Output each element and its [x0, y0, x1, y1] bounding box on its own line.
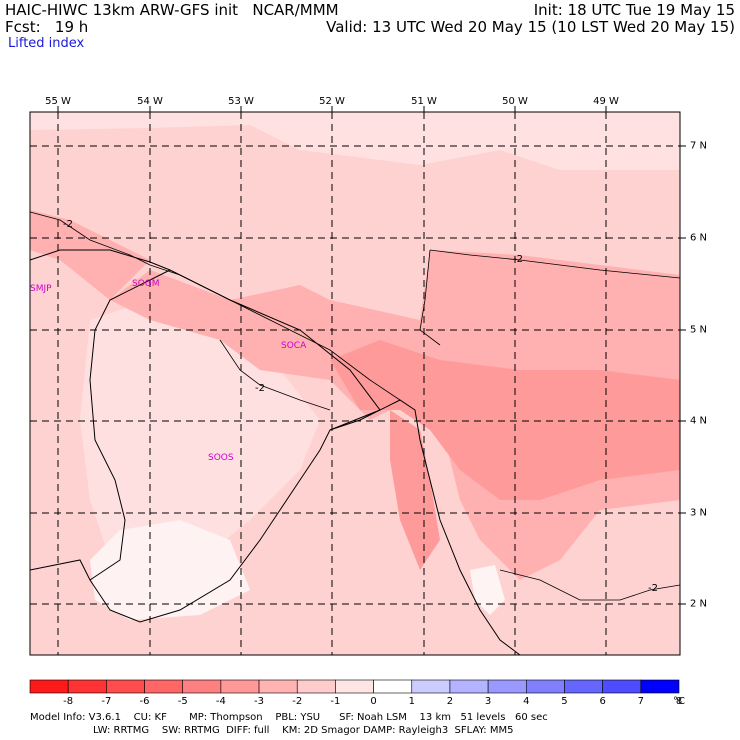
colorbar-swatch	[525, 679, 565, 694]
coastline	[29, 249, 381, 623]
lat-label: 6 N	[690, 232, 708, 244]
colorbar-unit: °C	[673, 696, 685, 707]
station-label-soca: SOCA	[281, 341, 307, 351]
colorbar-tick-label: -3	[254, 696, 265, 707]
model-info-line2: LW: RRTMG SW: RRTMG DIFF: full KM: 2D Sm…	[93, 725, 514, 736]
model-info-line1: Model Info: V3.6.1 CU: KF MP: Thompson P…	[30, 712, 548, 723]
valid-time: Valid: 13 UTC Wed 20 May 15 (10 LST Wed …	[326, 18, 735, 36]
contour-line	[499, 569, 681, 601]
colorbar-tick-label: -6	[139, 696, 150, 707]
station-label-soos: SOOS	[208, 453, 234, 463]
colorbar-tick-label: 6	[599, 696, 606, 707]
strong-core	[330, 340, 680, 500]
contour-line	[29, 211, 401, 401]
colorbar-swatch	[411, 679, 451, 694]
colorbar-tick-label: 4	[523, 696, 530, 707]
moderate-band-northwest	[30, 210, 150, 300]
colorbar-swatch	[564, 679, 603, 694]
lightest-spot	[470, 565, 505, 615]
colorbar	[29, 679, 680, 694]
lon-label: 50 W	[502, 96, 528, 107]
contour-line	[429, 249, 681, 279]
colorbar-swatch	[449, 679, 489, 694]
colorbar-tick-label: -1	[330, 696, 341, 707]
station-label-sogm: SOGM	[132, 279, 160, 289]
lat-label: 5 N	[690, 324, 708, 336]
border-suriname-guyane	[89, 269, 171, 581]
graticule	[30, 112, 680, 655]
field-name: Lifted index	[8, 36, 85, 51]
lat-label: 7 N	[690, 140, 708, 152]
lon-label: 54 W	[137, 96, 163, 107]
contour-label: -2	[513, 254, 523, 265]
contour-label: -2	[63, 219, 73, 230]
lat-label: 2 N	[690, 598, 708, 610]
lon-ticks	[57, 106, 607, 112]
colorbar-swatch	[220, 679, 260, 694]
map-frame	[29, 111, 681, 656]
colorbar-tick-label: 3	[484, 696, 492, 707]
lon-label: 49 W	[593, 96, 619, 107]
contour-label: -2	[648, 583, 658, 594]
colorbar-tick-label: 1	[408, 696, 415, 707]
colorbar-swatch	[373, 679, 413, 694]
colorbar-swatch	[258, 679, 298, 694]
colorbar-tick-label: 7	[637, 696, 644, 707]
contour-line	[419, 249, 441, 346]
colorbar-swatch	[182, 679, 222, 694]
border-guyane-brazil	[329, 399, 521, 656]
colorbar-swatch	[602, 679, 642, 694]
model-title: HAIC-HIWC 13km ARW-GFS init NCAR/MMM	[5, 1, 339, 19]
colorbar-swatch	[640, 679, 680, 694]
lon-label: 51 W	[411, 96, 437, 107]
station-label-smjp: SMJP	[30, 284, 52, 294]
colorbar-swatch	[335, 679, 374, 694]
colorbar-swatch	[106, 679, 145, 694]
colorbar-swatch	[29, 679, 69, 694]
colorbar-tick-label: -8	[63, 696, 74, 707]
colorbar-tick-label: -7	[101, 696, 112, 707]
lon-label: 55 W	[45, 96, 71, 107]
colorbar-swatch	[144, 679, 184, 694]
forecast-hour: Fcst: 19 h	[5, 18, 89, 36]
lon-label: 53 W	[228, 96, 254, 107]
lon-label: 52 W	[319, 96, 345, 107]
colorbar-swatch	[487, 679, 527, 694]
colorbar-tick-label: -5	[177, 696, 188, 707]
strong-core-coastal	[390, 410, 440, 570]
colorbar-swatch	[296, 679, 336, 694]
colorbar-tick-label: 8	[675, 696, 683, 707]
contour-line	[219, 339, 331, 411]
lat-ticks	[680, 145, 686, 605]
init-time: Init: 18 UTC Tue 19 May 15	[533, 1, 735, 19]
colorbar-tick-label: -4	[215, 696, 226, 707]
lightest-region-south	[90, 520, 250, 620]
colorbar-swatch	[67, 679, 107, 694]
colorbar-tick-label: 0	[370, 696, 377, 707]
lat-label: 4 N	[690, 415, 708, 427]
colorbar-tick-label: -2	[292, 696, 303, 707]
colorbar-tick-label: 5	[561, 696, 568, 707]
contour-label: -2	[255, 383, 265, 394]
colorbar-tick-label: 2	[446, 696, 454, 707]
lat-label: 3 N	[690, 507, 708, 519]
light-region-north	[30, 112, 680, 170]
